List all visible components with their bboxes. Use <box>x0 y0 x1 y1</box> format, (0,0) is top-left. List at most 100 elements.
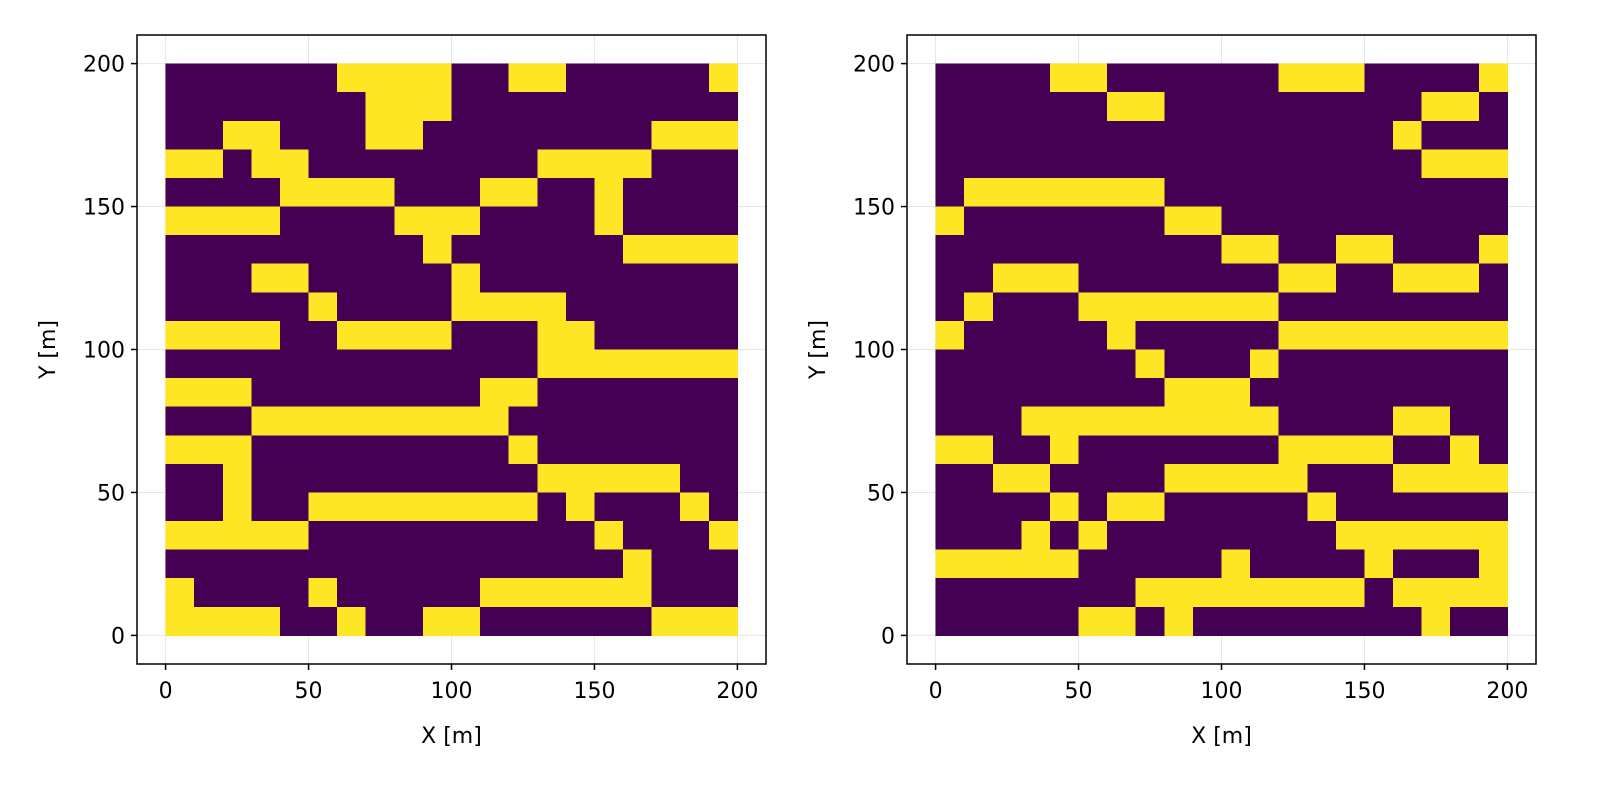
heatmap-cell <box>279 120 310 150</box>
heatmap-cell <box>279 578 310 608</box>
heatmap-cell <box>1250 521 1280 551</box>
heatmap-cell <box>222 320 252 350</box>
heatmap-cell <box>1049 492 1080 522</box>
heatmap-cell <box>680 435 710 465</box>
heatmap-cell <box>308 235 338 265</box>
heatmap-cell <box>680 63 710 93</box>
heatmap-cell <box>222 149 252 179</box>
heatmap-cell <box>1107 606 1137 636</box>
heatmap-cell <box>480 206 510 236</box>
heatmap-cell <box>1307 263 1337 293</box>
heatmap-cell <box>1250 92 1280 122</box>
heatmap-cell <box>623 435 653 465</box>
heatmap-cell <box>1164 292 1194 322</box>
heatmap-cell <box>165 92 195 122</box>
heatmap-cell <box>1221 349 1251 379</box>
heatmap-cell <box>508 263 538 293</box>
heatmap-cell <box>1278 435 1308 465</box>
heatmap-cell <box>1192 292 1222 322</box>
heatmap-cell <box>1192 92 1222 122</box>
heatmap-cell <box>651 349 681 379</box>
heatmap-cell <box>1307 63 1337 93</box>
heatmap-cell <box>1450 406 1480 436</box>
heatmap-cell <box>623 63 653 93</box>
heatmap-cell <box>537 378 567 408</box>
heatmap-cell <box>308 406 338 436</box>
heatmap-cell <box>365 463 395 493</box>
heatmap-cell <box>651 578 681 608</box>
heatmap-cell <box>935 235 965 265</box>
heatmap-cell <box>1049 63 1080 93</box>
heatmap-cell <box>165 120 195 150</box>
heatmap-cell <box>1335 120 1365 150</box>
heatmap-cell <box>1021 349 1051 379</box>
heatmap-cell <box>1364 149 1394 179</box>
heatmap-cell <box>251 349 281 379</box>
heatmap-cell <box>308 63 338 93</box>
heatmap-cell <box>964 549 994 579</box>
heatmap-cell <box>365 578 395 608</box>
heatmap-cell <box>992 263 1022 293</box>
heatmap-cell <box>480 63 510 93</box>
heatmap-cell <box>708 206 738 236</box>
heatmap-cell <box>1164 492 1194 522</box>
heatmap-cell <box>935 177 965 208</box>
heatmap-cell <box>165 349 195 379</box>
heatmap-cell <box>451 606 481 636</box>
heatmap-cell <box>1021 578 1051 608</box>
heatmap-cell <box>251 120 281 150</box>
heatmap-cell <box>1107 63 1137 93</box>
heatmap-cell <box>565 177 595 208</box>
heatmap-cell <box>651 521 681 551</box>
heatmap-cell <box>508 92 538 122</box>
heatmap-cell <box>1192 463 1222 493</box>
heatmap-cell <box>651 492 681 522</box>
heatmap-cell <box>1250 578 1280 608</box>
heatmap-cell <box>1078 378 1108 408</box>
heatmap-cell <box>508 521 538 551</box>
heatmap-cell <box>394 349 424 379</box>
heatmap-cell <box>337 263 367 293</box>
heatmap-cell <box>165 149 195 179</box>
heatmap-cell <box>708 378 738 408</box>
heatmap-cell <box>651 92 681 122</box>
heatmap-cell <box>165 463 195 493</box>
heatmap-cell <box>1221 549 1251 579</box>
heatmap-cell <box>1478 263 1508 293</box>
heatmap-cell <box>365 521 395 551</box>
heatmap-cell <box>1278 521 1308 551</box>
heatmap-cell <box>480 177 510 208</box>
heatmap-cell <box>1221 92 1251 122</box>
heatmap-cell <box>1078 463 1108 493</box>
heatmap-cell <box>422 492 452 522</box>
heatmap-cell <box>422 320 452 350</box>
heatmap-cell <box>1021 206 1051 236</box>
heatmap-cell <box>1335 378 1365 408</box>
heatmap-cell <box>394 521 424 551</box>
heatmap-cell <box>537 578 567 608</box>
heatmap-cell <box>222 206 252 236</box>
heatmap-cell <box>451 235 481 265</box>
heatmap-cell <box>1478 206 1508 236</box>
heatmap-cell <box>1307 492 1337 522</box>
heatmap-cell <box>1307 235 1337 265</box>
heatmap-cell <box>537 435 567 465</box>
heatmap-cell <box>1221 378 1251 408</box>
heatmap-cell <box>365 349 395 379</box>
heatmap-cell <box>194 263 224 293</box>
heatmap-cell <box>451 92 481 122</box>
heatmap-cell <box>1192 406 1222 436</box>
heatmap-cell <box>680 606 710 636</box>
heatmap-cell <box>1221 292 1251 322</box>
heatmap-cell <box>1421 206 1451 236</box>
heatmap-cell <box>992 435 1022 465</box>
heatmap-cell <box>1135 435 1165 465</box>
heatmap-cell <box>480 463 510 493</box>
heatmap-cell <box>964 378 994 408</box>
heatmap-cell <box>422 263 452 293</box>
heatmap-cell <box>565 292 595 322</box>
heatmap-cell <box>537 463 567 493</box>
heatmap-cell <box>1364 235 1394 265</box>
heatmap-cell <box>508 235 538 265</box>
heatmap-cell <box>1450 177 1480 208</box>
